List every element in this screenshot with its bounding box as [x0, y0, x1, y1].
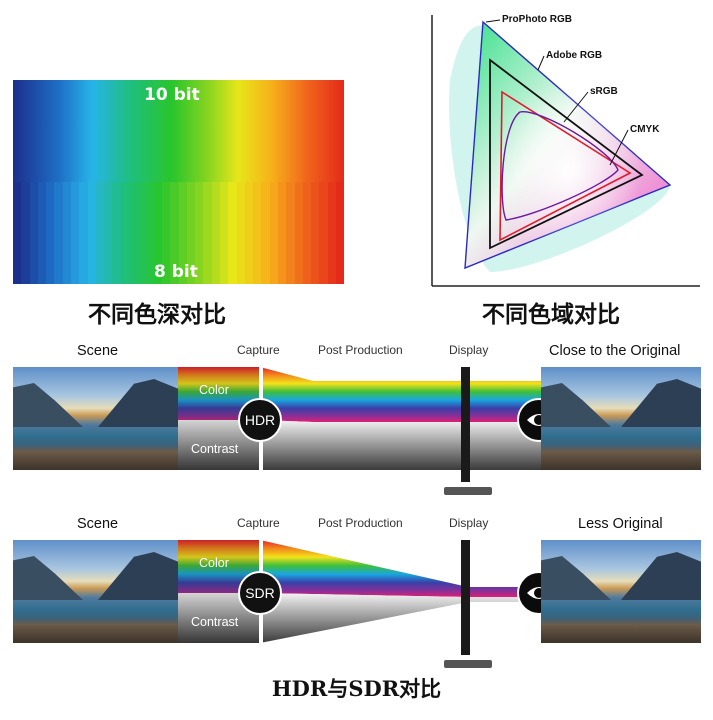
- color-step: [112, 182, 121, 284]
- color-step: [79, 182, 88, 284]
- label-prophoto: ProPhoto RGB: [502, 14, 572, 25]
- stage-result: Less Original: [578, 516, 663, 532]
- color-step: [203, 182, 212, 284]
- color-step: [244, 182, 254, 284]
- color-step: [162, 182, 171, 284]
- color-step: [62, 182, 71, 284]
- caption-gamut: 不同色域对比: [482, 301, 620, 328]
- color-step: [335, 182, 344, 284]
- color-step: [327, 182, 336, 284]
- scene-image: [13, 367, 178, 470]
- color-step: [236, 182, 245, 284]
- color-step: [54, 182, 63, 284]
- color-gamut-diagram: ProPhoto RGB Adobe RGB sRGB CMYK: [431, 14, 700, 287]
- stage-post-production: Post Production: [318, 343, 403, 357]
- color-step: [211, 182, 221, 284]
- color-step: [21, 182, 30, 284]
- label-srgb: sRGB: [590, 86, 618, 97]
- stage-scene: Scene: [77, 343, 119, 359]
- display-monitor: [461, 540, 470, 655]
- color-step: [37, 182, 47, 284]
- label-adobe-rgb: Adobe RGB: [546, 50, 602, 61]
- label-8bit: 8 bit: [154, 262, 198, 282]
- stage-scene: Scene: [77, 516, 119, 532]
- monitor-stand: [444, 660, 492, 668]
- band-contrast-label: Contrast: [191, 442, 239, 456]
- stage-capture: Capture: [237, 343, 280, 357]
- band-contrast-label: Contrast: [191, 615, 239, 629]
- color-step: [120, 182, 129, 284]
- color-step: [228, 182, 237, 284]
- sdr-badge: SDR: [238, 571, 282, 615]
- hdr-badge: HDR: [238, 398, 282, 442]
- bit-depth-gradient: 10 bit 8 bit: [13, 80, 344, 284]
- color-step: [278, 182, 287, 284]
- color-step: [95, 182, 105, 284]
- adobe-rgb-triangle: [489, 58, 644, 250]
- label-10bit: 10 bit: [144, 85, 200, 105]
- color-step: [153, 182, 163, 284]
- cmyk-outline: [501, 111, 619, 221]
- color-step: [137, 182, 146, 284]
- scene-image: [13, 540, 178, 643]
- monitor-stand: [444, 487, 492, 495]
- stage-post-production: Post Production: [318, 516, 403, 530]
- band-color-label: Color: [199, 383, 229, 397]
- color-step: [253, 182, 262, 284]
- color-step: [87, 182, 96, 284]
- caption-hdr-vs-sdr: HDR与SDR对比: [271, 676, 442, 701]
- label-cmyk: CMYK: [630, 124, 660, 135]
- gamut-highlight: [465, 22, 670, 268]
- stage-result: Close to the Original: [549, 343, 681, 359]
- color-step: [29, 182, 38, 284]
- color-step: [145, 182, 154, 284]
- color-step: [195, 182, 204, 284]
- color-step: [286, 182, 295, 284]
- result-image: [541, 367, 701, 470]
- color-step: [178, 182, 187, 284]
- color-step: [170, 182, 179, 284]
- gradient-10bit: [13, 80, 344, 182]
- color-step: [269, 182, 278, 284]
- stage-display: Display: [449, 516, 489, 530]
- color-step: [128, 182, 138, 284]
- color-step: [302, 182, 312, 284]
- display-monitor: [461, 367, 470, 482]
- band-color-label: Color: [199, 556, 229, 570]
- color-step: [46, 182, 55, 284]
- color-step: [104, 182, 113, 284]
- color-step: [311, 182, 320, 284]
- color-step: [13, 182, 22, 284]
- srgb-triangle: [499, 90, 632, 242]
- color-step: [186, 182, 196, 284]
- stage-capture: Capture: [237, 516, 280, 530]
- stage-display: Display: [449, 343, 489, 357]
- hdr-pipeline-row: Scene Capture Post Production Display Cl…: [0, 340, 713, 510]
- color-step: [70, 182, 80, 284]
- caption-bit-depth: 不同色深对比: [88, 301, 226, 328]
- sdr-pipeline-row: Scene Capture Post Production Display Le…: [0, 513, 713, 683]
- result-image: [541, 540, 701, 643]
- gradient-8bit: [13, 182, 344, 284]
- color-step: [220, 182, 229, 284]
- color-step: [261, 182, 270, 284]
- color-step: [294, 182, 303, 284]
- color-step: [319, 182, 328, 284]
